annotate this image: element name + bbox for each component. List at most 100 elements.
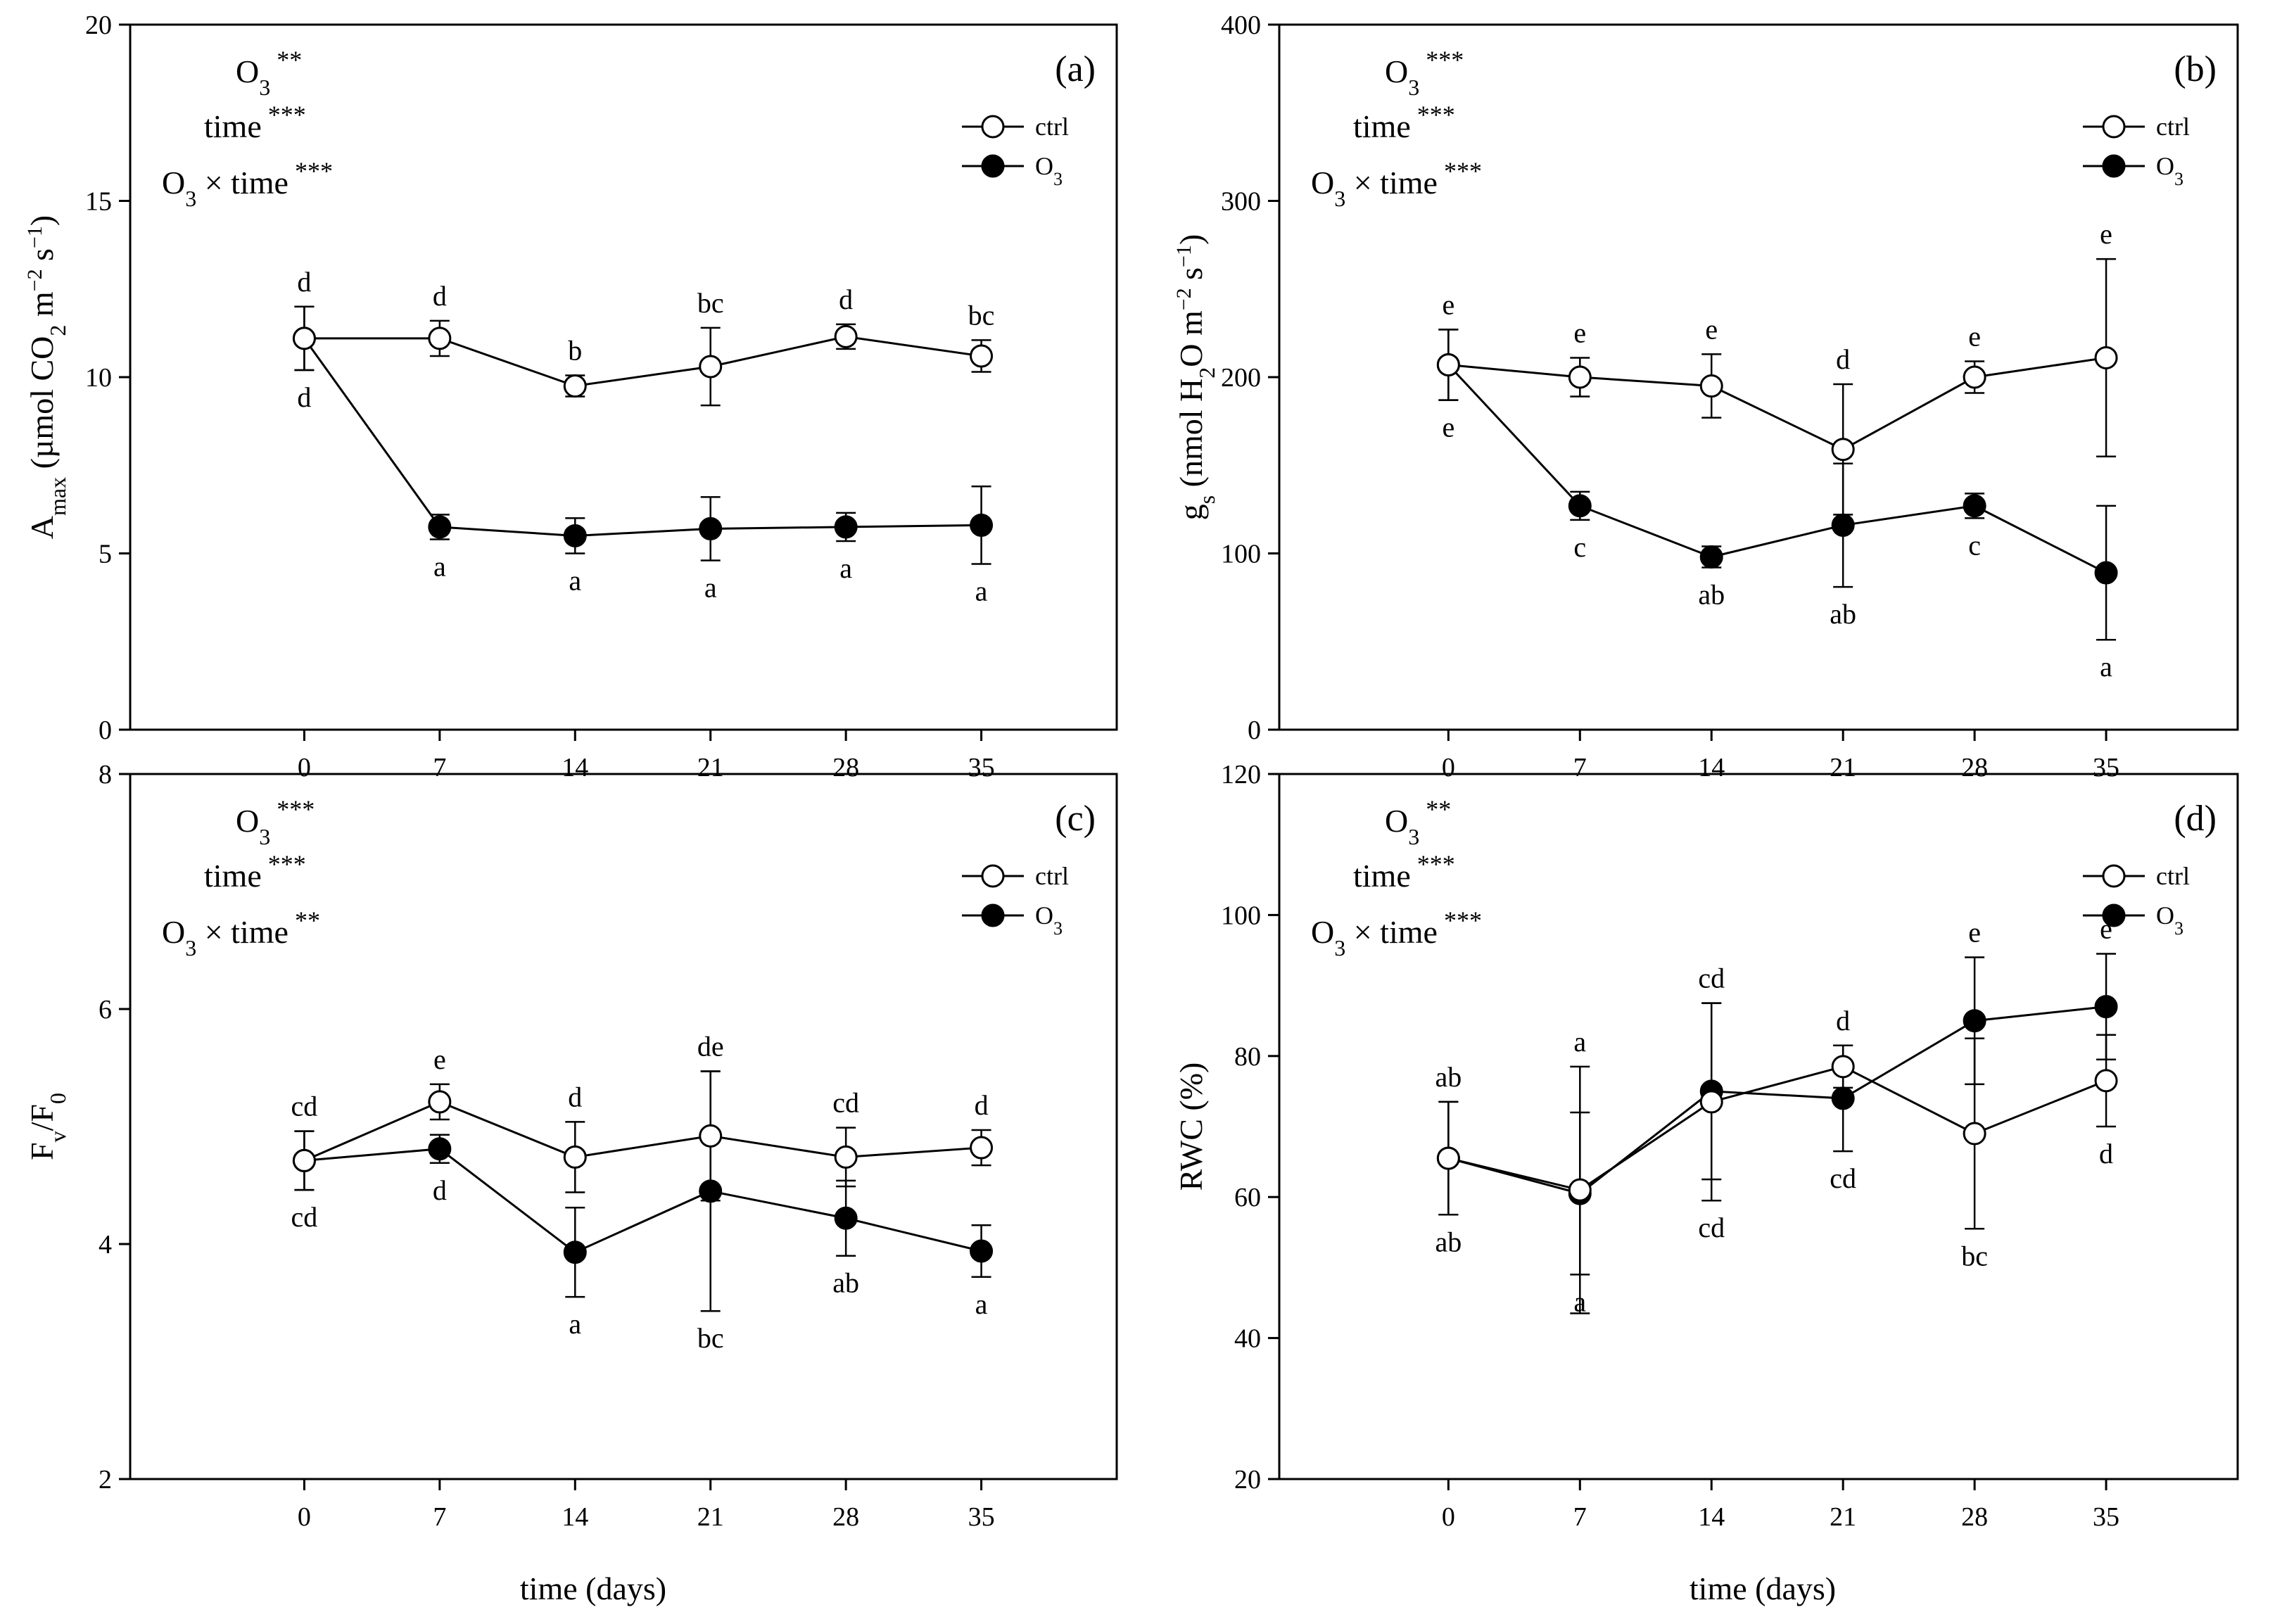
significance-letter-ctrl: bc <box>697 287 724 319</box>
data-point-ctrl <box>1699 1090 1723 1114</box>
x-tick-label: 7 <box>1573 1502 1587 1532</box>
y-axis-title: Amax (µmol CO2 m−2 s−1) <box>23 215 71 539</box>
plot-frame <box>129 773 1118 1480</box>
x-tick-label: 28 <box>832 753 859 782</box>
y-tick-label: 5 <box>99 540 112 569</box>
legend-label-ctrl: ctrl <box>1035 862 1069 890</box>
stats-line: time *** <box>1353 101 1455 144</box>
x-tick-label: 28 <box>1961 753 1988 782</box>
data-point-o3 <box>563 524 587 547</box>
data-point-o3 <box>1568 494 1592 518</box>
data-point-o3 <box>2094 561 2118 585</box>
significance-letter-ctrl: d <box>297 266 311 298</box>
series-line-ctrl <box>304 335 982 388</box>
significance-letter-ctrl: e <box>1968 320 1981 352</box>
significance-letter-o3: e <box>1968 917 1981 949</box>
legend-marker-ctrl <box>981 864 1005 888</box>
y-tick-label: 0 <box>1248 716 1261 745</box>
x-tick-label: 14 <box>1698 1502 1725 1532</box>
significance-letter-o3: a <box>704 572 717 604</box>
x-tick-label: 0 <box>298 1502 311 1532</box>
y-tick-label: 200 <box>1221 363 1261 393</box>
series-line-o3 <box>1447 1006 2107 1195</box>
data-point-o3 <box>428 515 452 539</box>
data-point-o3 <box>699 516 723 540</box>
y-tick-label: 20 <box>1234 1465 1261 1495</box>
data-point-o3 <box>970 1239 994 1263</box>
legend-marker-o3 <box>2102 903 2126 927</box>
significance-letter-ctrl: de <box>697 1031 724 1062</box>
legend-marker-o3 <box>2102 154 2126 178</box>
significance-letter-ctrl: d <box>975 1089 989 1121</box>
significance-letter-o3: ab <box>1435 1226 1462 1257</box>
data-point-o3 <box>428 1137 452 1161</box>
panel-label: (d) <box>2174 799 2217 839</box>
significance-letter-ctrl: d <box>568 1081 582 1112</box>
data-point-ctrl <box>428 326 452 350</box>
panel-d: 20 40 60 80 100 120 0 7 14 21 28 35 RWC (%) (d) O3 **t… <box>1173 760 2239 1532</box>
data-point-o3 <box>970 513 994 537</box>
stats-line: time *** <box>1353 850 1455 894</box>
significance-letter-ctrl: cd <box>291 1091 318 1122</box>
y-tick-label: 4 <box>99 1230 112 1260</box>
plot-frame <box>1278 773 2239 1480</box>
significance-letter-o3: d <box>433 1174 447 1206</box>
y-tick-label: 100 <box>1221 901 1261 930</box>
x-tick-label: 35 <box>968 753 995 782</box>
data-point-o3 <box>1963 494 1986 518</box>
x-tick-label: 7 <box>433 1502 446 1532</box>
data-point-ctrl <box>1568 365 1592 389</box>
significance-letter-o3: ab <box>1830 598 1856 630</box>
significance-letter-o3: cd <box>1698 963 1725 994</box>
stats-line: O3 ** <box>236 46 302 100</box>
significance-letter-ctrl: e <box>433 1043 446 1075</box>
stats-line: O3 × time *** <box>1311 906 1482 960</box>
x-tick-label: 0 <box>1442 1502 1455 1532</box>
series-line-o3 <box>1447 364 2107 574</box>
significance-letter-ctrl: d <box>433 280 447 312</box>
x-tick-label: 35 <box>2093 753 2119 782</box>
data-point-ctrl <box>1436 1146 1460 1170</box>
data-point-o3 <box>834 1206 858 1230</box>
data-point-ctrl <box>292 326 316 350</box>
y-tick-label: 0 <box>99 716 112 745</box>
x-tick-label: 7 <box>1573 753 1587 782</box>
data-point-ctrl <box>292 1148 316 1172</box>
significance-letter-ctrl: cd <box>832 1087 859 1119</box>
series-line-o3 <box>304 1148 982 1254</box>
legend-label-o3: O3 <box>1035 152 1063 189</box>
significance-letter-o3: a <box>839 552 852 584</box>
data-point-ctrl <box>563 374 587 398</box>
x-tick-label: 35 <box>968 1502 995 1532</box>
data-point-ctrl <box>2094 345 2118 369</box>
series-line-o3 <box>303 338 982 537</box>
significance-letter-ctrl: cd <box>1698 1212 1725 1243</box>
significance-letter-o3: a <box>433 550 446 582</box>
data-point-ctrl <box>699 355 723 379</box>
series-line-ctrl <box>1448 356 2107 451</box>
y-tick-label: 15 <box>85 187 112 217</box>
significance-letter-o3: ab <box>1698 579 1725 611</box>
significance-letter-o3: a <box>1573 1286 1586 1317</box>
significance-letter-o3: cd <box>291 1201 318 1233</box>
data-point-ctrl <box>970 1136 994 1160</box>
panel-label: (b) <box>2174 49 2217 89</box>
y-tick-label: 10 <box>85 363 112 393</box>
x-tick-label: 21 <box>1830 1502 1856 1532</box>
significance-letter-ctrl: b <box>568 334 582 366</box>
plot-frame <box>1278 23 2239 731</box>
stats-line: O3 ** <box>1385 795 1451 849</box>
x-tick-label: 7 <box>433 753 446 782</box>
significance-letter-ctrl: bc <box>968 299 995 331</box>
data-point-ctrl <box>563 1145 587 1169</box>
significance-letter-ctrl: d <box>1836 1005 1850 1036</box>
data-point-o3 <box>2094 995 2118 1019</box>
x-tick-label: 14 <box>562 753 588 782</box>
significance-letter-o3: e <box>1442 412 1454 443</box>
data-point-ctrl <box>428 1090 452 1114</box>
y-tick-label: 100 <box>1221 540 1261 569</box>
y-tick-label: 20 <box>85 11 112 40</box>
data-point-ctrl <box>1831 1055 1855 1079</box>
y-tick-label: 40 <box>1234 1324 1261 1354</box>
x-tick-label: 21 <box>1830 753 1856 782</box>
